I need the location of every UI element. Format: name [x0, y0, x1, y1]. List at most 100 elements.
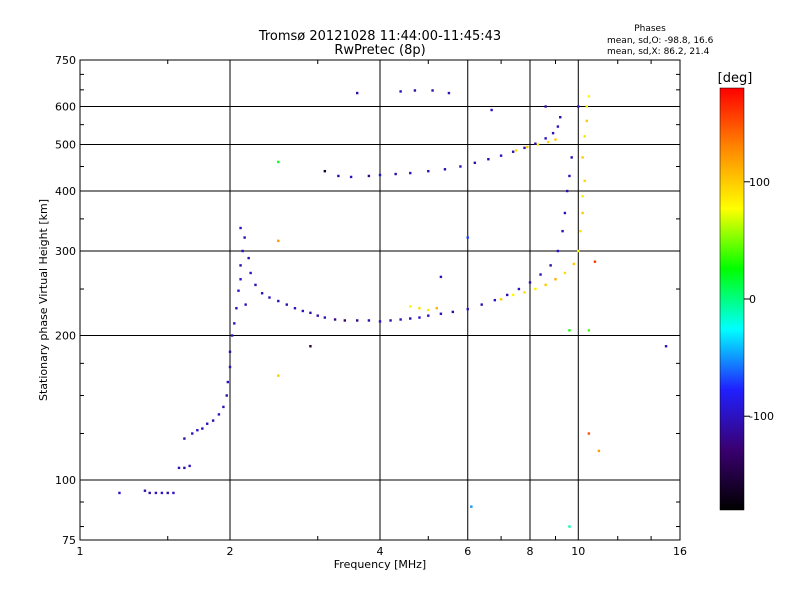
y-tick-label: 400	[55, 185, 76, 198]
data-point	[337, 174, 340, 178]
phases-x-stats: mean, sd,X: 86.2, 21.4	[607, 47, 710, 57]
data-point	[544, 137, 547, 140]
data-point	[333, 318, 337, 321]
data-point	[487, 158, 490, 161]
data-point	[148, 491, 151, 495]
data-point	[177, 466, 181, 470]
data-point	[367, 319, 371, 322]
data-point	[409, 317, 412, 320]
data-point	[539, 273, 542, 276]
colorbar-ticks: 100 0 -100	[744, 176, 774, 423]
data-point	[205, 422, 209, 425]
data-point	[581, 156, 584, 159]
data-point	[536, 143, 540, 146]
data-point	[418, 316, 421, 319]
x-tick-label: 8	[527, 545, 534, 558]
data-points	[118, 89, 668, 528]
data-point	[568, 329, 571, 332]
data-point	[435, 307, 438, 310]
x-tick-label: 4	[377, 545, 384, 558]
data-point	[581, 211, 584, 215]
y-tick-label: 100	[55, 474, 76, 487]
data-point	[217, 413, 221, 416]
phase-colorbar: 100 0 -100 [deg]	[718, 71, 774, 511]
x-tick-label: 2	[227, 545, 234, 558]
data-point	[409, 305, 412, 308]
data-point	[389, 319, 392, 322]
data-point	[561, 229, 564, 233]
data-point	[239, 278, 242, 281]
y-tick-label: 750	[55, 54, 76, 67]
data-point	[277, 160, 280, 164]
data-point	[581, 195, 584, 198]
data-point	[239, 226, 242, 230]
colorbar-unit: [deg]	[718, 71, 753, 86]
x-tick-label: 10	[571, 545, 585, 558]
data-point	[585, 105, 588, 108]
data-point	[459, 165, 462, 168]
data-point	[309, 345, 312, 348]
y-tick-label: 75	[62, 534, 76, 547]
data-point	[378, 320, 382, 323]
data-point	[546, 140, 550, 144]
data-point	[399, 318, 402, 321]
data-point	[427, 314, 430, 317]
data-point	[418, 307, 421, 310]
data-point	[551, 131, 555, 135]
colorbar-tick-label: 100	[749, 176, 770, 189]
data-point	[549, 264, 552, 267]
data-point	[593, 260, 597, 263]
grid-lines	[80, 60, 680, 540]
data-point	[277, 239, 280, 243]
data-point	[225, 394, 228, 397]
data-point	[228, 365, 232, 369]
data-point	[556, 125, 560, 128]
data-point	[544, 283, 547, 287]
chart-title: Tromsø 20121028 11:44:00-11:45:43	[258, 29, 501, 44]
data-point	[268, 296, 271, 299]
colorbar-tick-label: -100	[749, 410, 774, 423]
data-point	[439, 312, 443, 315]
data-point	[323, 316, 327, 319]
data-point	[505, 293, 509, 297]
data-point	[570, 156, 573, 159]
data-point	[293, 307, 297, 310]
data-point	[166, 491, 169, 495]
data-point	[249, 271, 252, 275]
data-point	[526, 145, 529, 149]
data-point	[316, 314, 319, 317]
data-point	[597, 449, 601, 453]
data-point	[247, 256, 250, 260]
data-point	[517, 287, 521, 291]
data-point	[222, 405, 225, 409]
data-point	[568, 174, 571, 178]
colorbar-gradient	[719, 87, 745, 511]
data-point	[143, 489, 147, 492]
data-point	[355, 319, 359, 322]
data-point	[583, 135, 586, 138]
data-point	[466, 236, 469, 239]
data-point	[499, 298, 503, 301]
data-point	[439, 275, 443, 279]
data-point	[160, 491, 164, 495]
data-point	[394, 172, 397, 176]
data-point	[309, 311, 312, 315]
data-point	[228, 350, 232, 353]
data-point	[191, 432, 194, 435]
data-point	[431, 89, 434, 92]
data-point	[201, 427, 204, 430]
y-axis-label: Stationary phase Virtual Height [km]	[37, 199, 50, 401]
data-point	[511, 293, 515, 297]
data-point	[254, 283, 257, 287]
data-point	[534, 287, 537, 291]
data-point	[511, 150, 515, 153]
data-point	[523, 291, 526, 294]
data-point	[587, 95, 591, 98]
data-point	[563, 271, 567, 275]
colorbar-tick-label: 0	[749, 293, 756, 306]
data-point	[568, 525, 571, 528]
data-point	[118, 491, 121, 495]
data-point	[172, 491, 175, 495]
data-point	[577, 105, 580, 108]
data-point	[355, 91, 359, 95]
